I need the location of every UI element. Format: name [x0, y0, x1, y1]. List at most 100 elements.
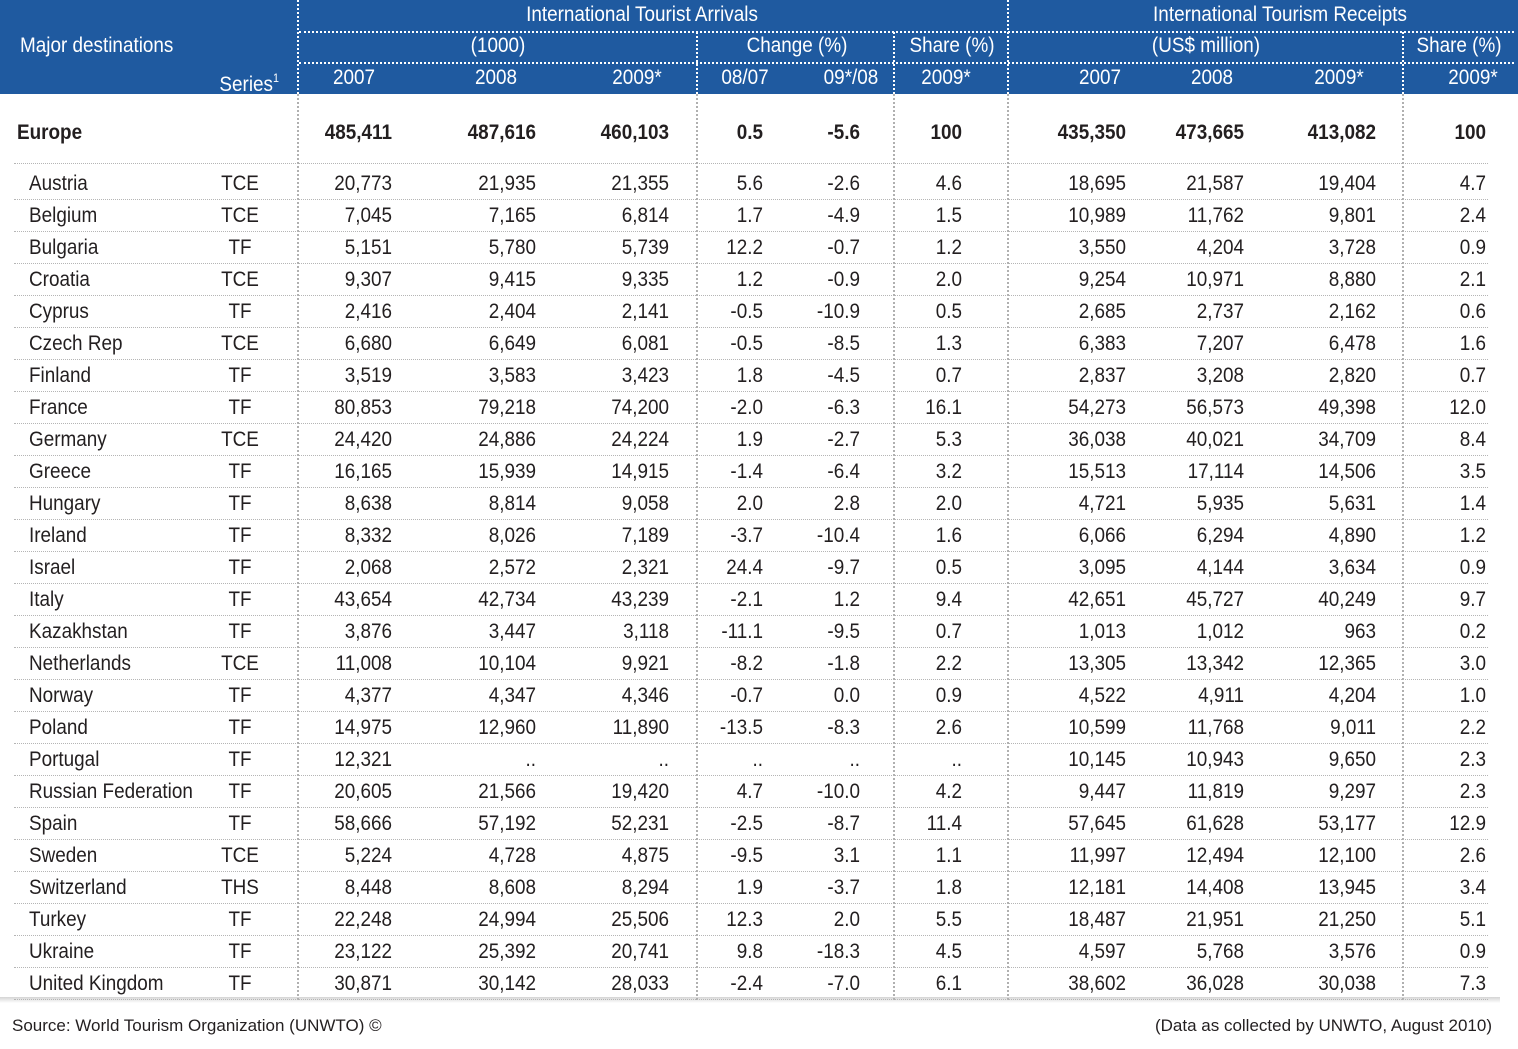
value-cell: 1.4	[1459, 492, 1486, 515]
value-cell: 8,332	[344, 524, 392, 547]
series-code: TF	[228, 588, 252, 611]
value-cell: 24.4	[726, 556, 763, 579]
value-cell: 2,837	[1078, 364, 1126, 387]
value-cell: 11,762	[1187, 204, 1244, 227]
value-cell: 0.7	[1459, 364, 1486, 387]
value-cell: 7,165	[488, 204, 536, 227]
value-cell: 2,685	[1078, 300, 1126, 323]
value-cell: 40,249	[1318, 588, 1376, 611]
destination-name: Turkey	[29, 908, 87, 931]
value-cell: 2.3	[1459, 748, 1486, 771]
row-separator	[14, 163, 1488, 164]
value-cell: 3,583	[488, 364, 536, 387]
value-cell: 9,447	[1078, 780, 1126, 803]
value-cell: 4,204	[1328, 684, 1376, 707]
value-cell: 17,114	[1187, 460, 1244, 483]
row-separator	[14, 455, 1488, 456]
value-cell: 61,628	[1186, 812, 1244, 835]
value-cell: -1.4	[730, 460, 763, 483]
value-cell: 1.5	[935, 204, 962, 227]
value-cell: 14,915	[611, 460, 669, 483]
destination-name: Czech Rep	[29, 332, 123, 355]
value-cell: -13.5	[719, 716, 763, 739]
table-row: Netherlands TCE 11,008 10,104 9,921 -8.2 -1.8 2…	[0, 648, 1518, 680]
series-code: TF	[228, 364, 252, 387]
value-cell: 13,305	[1068, 652, 1126, 675]
table-row: Austria TCE 20,773 21,935 21,355 5.6 -2.6 4.6 18…	[0, 168, 1518, 200]
value-cell: 25,392	[478, 940, 536, 963]
value-cell: 12,494	[1186, 844, 1244, 867]
series-code: TCE	[221, 844, 259, 867]
table-row: Ireland TF 8,332 8,026 7,189 -3.7 -10.4 1.6 6,06…	[0, 520, 1518, 552]
value-cell: 36,038	[1068, 428, 1126, 451]
table-row: Ukraine TF 23,122 25,392 20,741 9.8 -18.3 4.5 4,…	[0, 936, 1518, 968]
value-cell: 13,342	[1186, 652, 1244, 675]
value-cell: 16.1	[925, 396, 962, 419]
table-row: Poland TF 14,975 12,960 11,890 -13.5 -8.3 2.6 10…	[0, 712, 1518, 744]
value-cell: 1.9	[736, 428, 763, 451]
value-cell: 9,058	[621, 492, 669, 515]
header-year: 2009*	[921, 66, 971, 89]
value-cell: 12,365	[1318, 652, 1376, 675]
header-arrivals-title: International Tourist Arrivals	[526, 3, 758, 26]
value-cell: 6,081	[621, 332, 669, 355]
destination-name: Croatia	[29, 268, 90, 291]
series-code: TCE	[221, 172, 259, 195]
value-cell: 3,519	[344, 364, 392, 387]
header-rule	[299, 62, 1514, 64]
value-cell: 1.3	[935, 332, 962, 355]
value-cell: 0.9	[1459, 556, 1486, 579]
destination-name: Europe	[17, 121, 83, 144]
value-cell: -0.9	[827, 268, 860, 291]
table-row: Spain TF 58,666 57,192 52,231 -2.5 -8.7 11.4 57,…	[0, 808, 1518, 840]
row-separator	[14, 647, 1488, 648]
value-cell: 5,768	[1196, 940, 1244, 963]
value-cell: 15,513	[1068, 460, 1126, 483]
table-row: Croatia TCE 9,307 9,415 9,335 1.2 -0.9 2.0 9,254…	[0, 264, 1518, 296]
value-cell: -5.6	[827, 121, 860, 144]
value-cell: -8.5	[827, 332, 860, 355]
value-cell: 9,335	[621, 268, 669, 291]
value-cell: 2.0	[935, 268, 962, 291]
header-receipts-unit: (US$ million)	[1151, 34, 1261, 57]
series-code: TF	[228, 748, 252, 771]
value-cell: 3,208	[1196, 364, 1244, 387]
series-code: TF	[228, 620, 252, 643]
value-cell: 19,404	[1318, 172, 1376, 195]
value-cell: 9,415	[488, 268, 536, 291]
value-cell: 0.9	[935, 684, 962, 707]
value-cell: 36,028	[1186, 972, 1244, 995]
table-row: France TF 80,853 79,218 74,200 -2.0 -6.3 16.1 54…	[0, 392, 1518, 424]
series-code: TF	[228, 556, 252, 579]
series-code: TF	[228, 460, 252, 483]
value-cell: 9,307	[344, 268, 392, 291]
series-code: TF	[228, 524, 252, 547]
value-cell: 6,383	[1078, 332, 1126, 355]
collection-note: (Data as collected by UNWTO, August 2010…	[1154, 1016, 1492, 1035]
header-receipts-share: Share (%)	[1416, 34, 1502, 57]
value-cell: 42,651	[1068, 588, 1126, 611]
destination-name: Finland	[29, 364, 92, 387]
value-cell: 30,871	[334, 972, 392, 995]
table-row: Finland TF 3,519 3,583 3,423 1.8 -4.5 0.7 2,837 3…	[0, 360, 1518, 392]
value-cell: -2.0	[730, 396, 763, 419]
row-separator	[14, 967, 1488, 968]
value-cell: 0.9	[1459, 940, 1486, 963]
value-cell: 1.2	[736, 268, 763, 291]
value-cell: -4.5	[827, 364, 860, 387]
value-cell: 1.1	[935, 844, 962, 867]
value-cell: 4,347	[488, 684, 536, 707]
value-cell: 43,239	[611, 588, 669, 611]
value-cell: -2.1	[730, 588, 763, 611]
value-cell: 4,377	[344, 684, 392, 707]
source-note: Source: World Tourism Organization (UNWT…	[12, 1016, 382, 1035]
value-cell: 4.7	[1459, 172, 1486, 195]
value-cell: 1.2	[935, 236, 962, 259]
destination-name: Bulgaria	[29, 236, 99, 259]
value-cell: 3,876	[344, 620, 392, 643]
row-separator	[14, 615, 1488, 616]
value-cell: -2.6	[827, 172, 860, 195]
destination-name: Germany	[29, 428, 107, 451]
row-separator	[14, 583, 1488, 584]
series-code: TCE	[221, 268, 259, 291]
